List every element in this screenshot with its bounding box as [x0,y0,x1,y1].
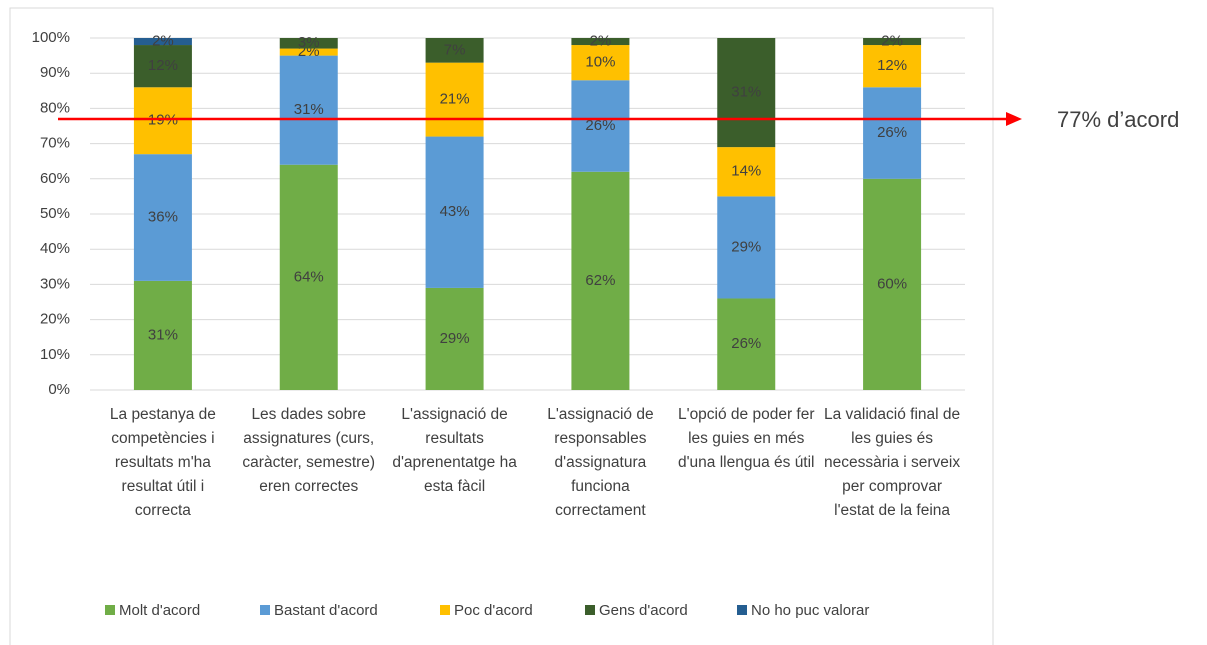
data-label: 26% [731,335,761,352]
bar-segment [425,62,484,137]
data-label: 29% [731,238,761,255]
data-label: 2% [590,32,612,49]
data-label: 43% [440,203,470,220]
bar-segment [279,48,338,56]
legend-swatch [260,605,270,615]
bar-segment [425,38,484,63]
y-tick-label: 40% [40,240,70,257]
data-label: 36% [148,208,178,225]
data-label: 12% [148,57,178,74]
y-tick-label: 10% [40,346,70,363]
y-tick-label: 60% [40,170,70,187]
bar-segment [571,38,630,46]
bar-segment [717,147,776,197]
data-label: 64% [294,268,324,285]
data-label: 2% [881,32,903,49]
data-label: 21% [440,91,470,108]
bar-segment [279,164,338,390]
y-tick-label: 0% [48,381,70,398]
bar-segment [279,38,338,49]
bar-segment [863,45,922,88]
bar-segment [425,136,484,288]
data-label: 62% [585,272,615,289]
legend-swatch [737,605,747,615]
data-label: 2% [152,32,174,49]
data-label: 60% [877,275,907,292]
data-label: 10% [585,54,615,71]
bar-segment [133,38,192,46]
bar-segment [133,280,192,390]
legend-label: No ho puc valorar [751,602,869,619]
bar-segment [571,45,630,81]
bar-segment [571,80,630,172]
data-label: 31% [148,326,178,343]
bar-segment [863,178,922,390]
bar-segment [279,55,338,165]
bar-segment [133,45,192,88]
y-tick-label: 100% [32,29,70,46]
legend-label: Poc d'acord [454,602,533,619]
data-label: 31% [294,101,324,118]
y-tick-label: 80% [40,99,70,116]
bar-segment [571,171,630,390]
data-label: 3% [298,34,320,51]
y-tick-label: 70% [40,135,70,152]
bar-segment [863,87,922,179]
chart-border [9,7,994,645]
data-label: 7% [444,41,466,58]
bar-segment [717,38,776,148]
annotation-arrow [1006,111,1022,126]
legend-swatch [440,605,450,615]
legend-swatch [105,605,115,615]
legend-label: Gens d'acord [599,602,688,619]
x-tick-label: L'assignació de responsables d'assignatu… [547,406,654,519]
bar-segment [425,287,484,390]
legend-swatch [585,605,595,615]
y-tick-label: 20% [40,311,70,328]
data-label: 31% [731,84,761,101]
legend-label: Bastant d'acord [274,602,378,619]
x-tick-label: La pestanya de competències i resultats … [109,406,216,519]
y-tick-label: 30% [40,275,70,292]
y-tick-label: 50% [40,205,70,222]
data-label: 26% [585,117,615,134]
annotation-text: 77% d’acord [1057,107,1179,132]
legend-label: Molt d'acord [119,602,200,619]
bar-segment [717,298,776,390]
bar-segment [133,87,192,155]
bar-segment [717,196,776,299]
data-label: 26% [877,124,907,141]
y-tick-label: 90% [40,64,70,81]
bar-segment [863,38,922,46]
data-label: 14% [731,163,761,180]
x-tick-label: L'assignació de resultats d'aprenentatge… [392,406,517,495]
data-label: 29% [440,330,470,347]
x-tick-label: L'opció de poder fer les guies en més d'… [677,406,815,471]
x-tick-label: La validació final de les guies és neces… [824,406,961,519]
data-label: 12% [877,57,907,74]
bar-segment [133,154,192,281]
x-tick-label: Les dades sobre assignatures (curs, carà… [242,406,376,495]
